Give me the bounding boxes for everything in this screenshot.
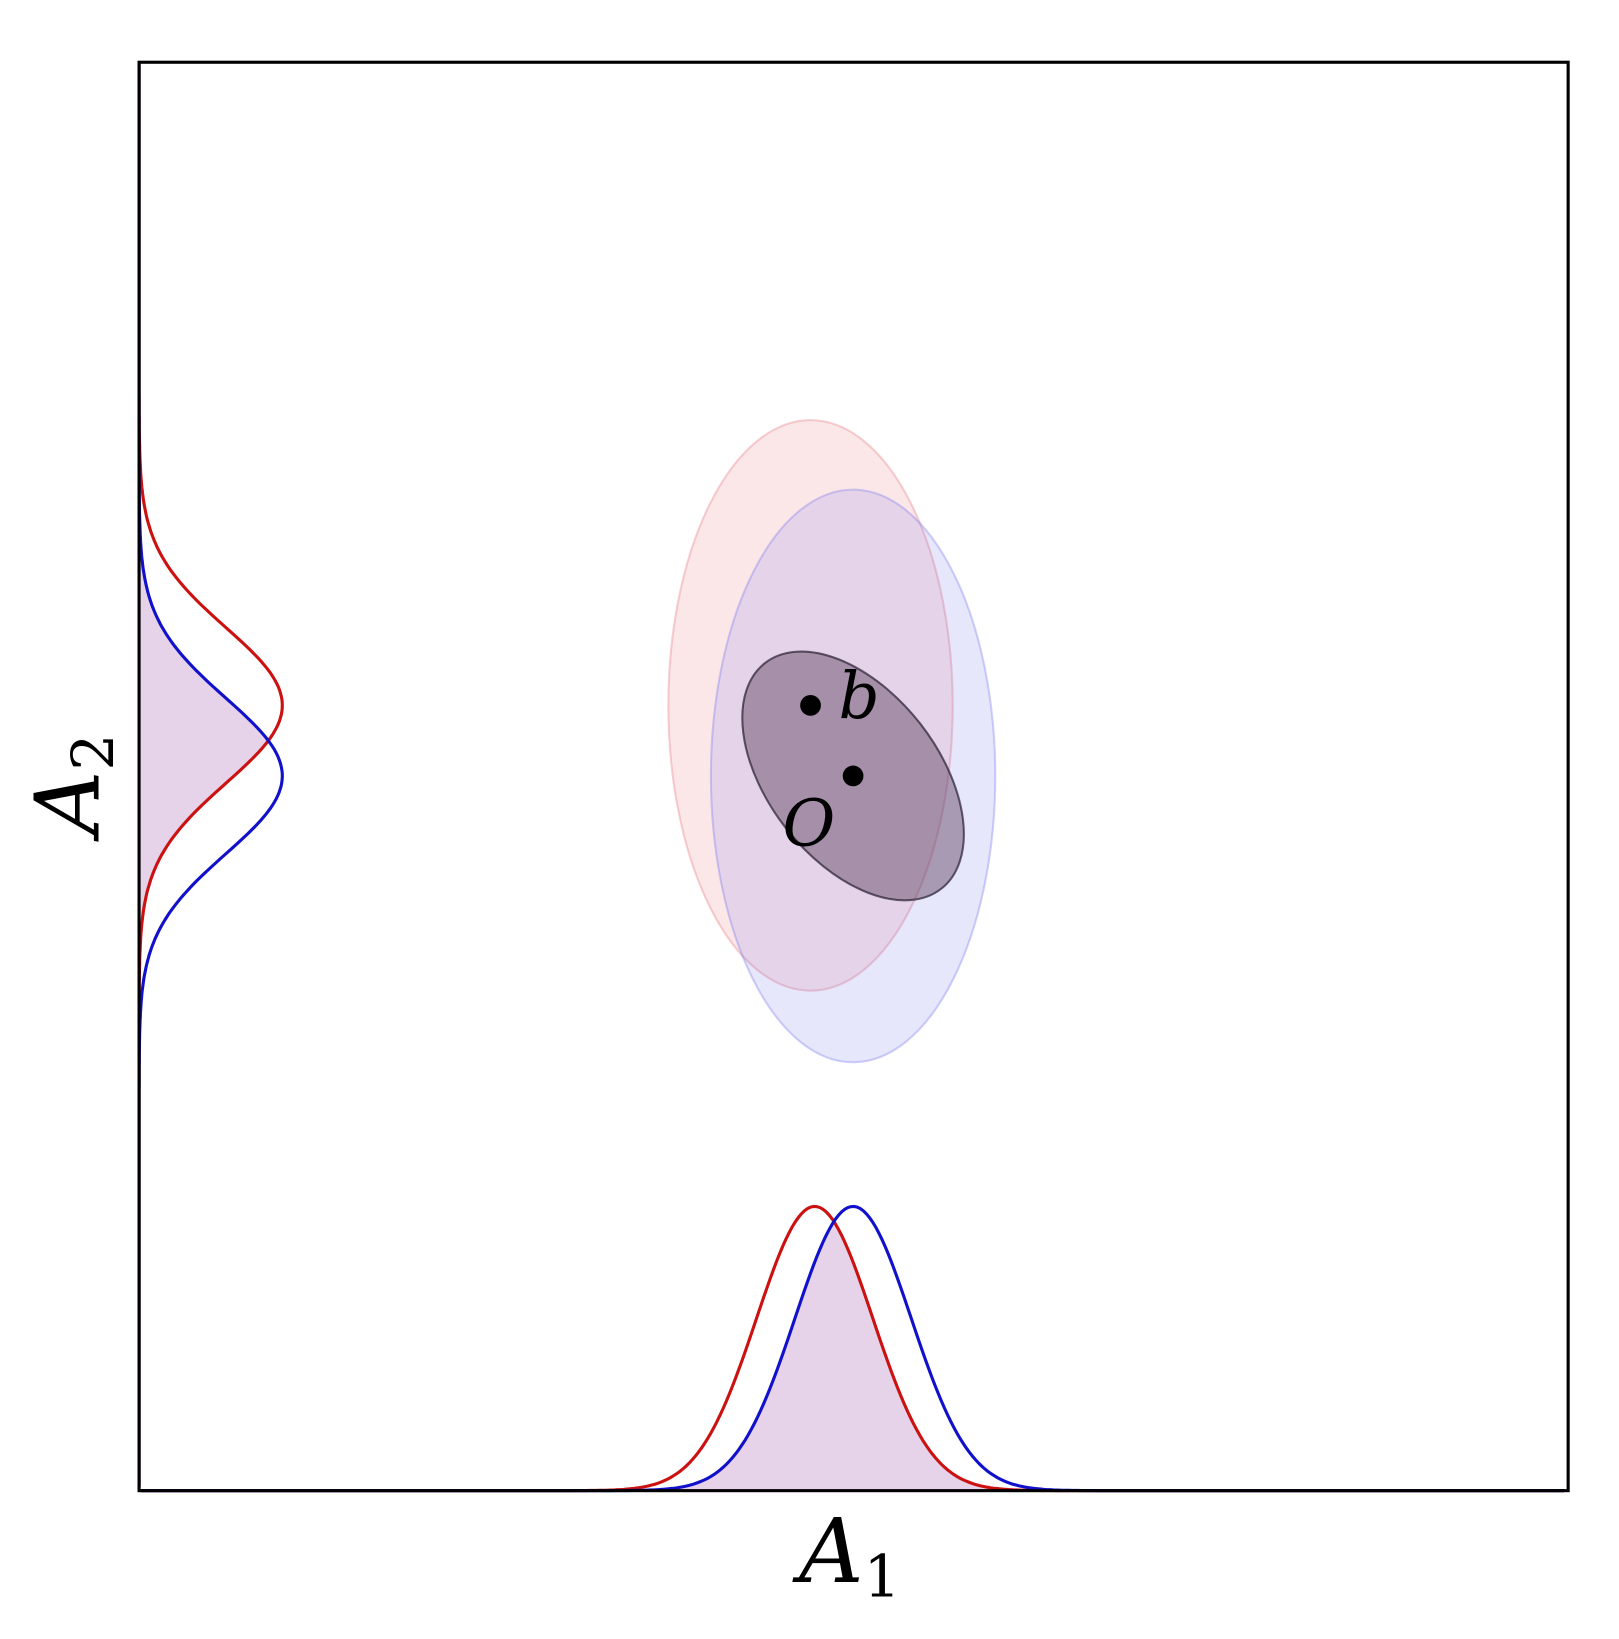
x-axis-label: A1: [792, 1500, 900, 1611]
point-label: O: [783, 786, 836, 861]
point-o: [842, 765, 864, 787]
y-axis-label: A2: [17, 734, 128, 842]
symbol: A: [792, 1500, 863, 1604]
point-b: [800, 695, 821, 716]
plot-frame: [137, 60, 1570, 1493]
point-label: b: [839, 659, 880, 734]
subscript: 1: [864, 1542, 901, 1610]
subscript: 2: [59, 734, 127, 771]
marginal-fill: [141, 1223, 1567, 1491]
symbol: A: [17, 771, 121, 842]
marginal-fill: [139, 64, 268, 1489]
